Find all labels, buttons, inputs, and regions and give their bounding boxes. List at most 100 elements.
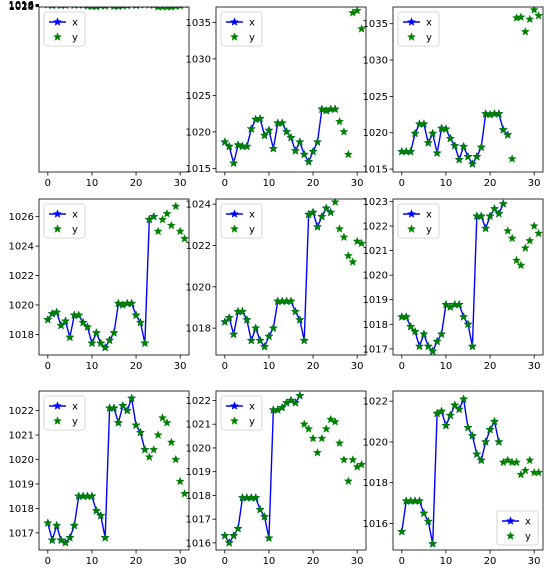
data-point-y bbox=[166, 220, 176, 230]
data-point-y bbox=[326, 414, 336, 424]
data-point-y bbox=[74, 310, 84, 320]
legend: xy bbox=[397, 203, 440, 239]
legend: xy bbox=[220, 11, 263, 47]
series-y bbox=[397, 394, 543, 548]
data-point-y bbox=[423, 138, 433, 147]
data-point-y bbox=[268, 143, 278, 153]
axes-frame bbox=[215, 390, 367, 551]
data-point-y bbox=[348, 257, 358, 266]
x-tick-label: 10 bbox=[86, 178, 99, 189]
data-point-y bbox=[428, 346, 438, 355]
data-point-y bbox=[135, 317, 146, 327]
axes-frame bbox=[215, 6, 367, 173]
data-point-y bbox=[282, 127, 292, 136]
data-point-y bbox=[286, 296, 296, 306]
data-point-y bbox=[67, 7, 73, 9]
y-tick-label: 1018 bbox=[9, 0, 34, 11]
data-point-y bbox=[140, 338, 150, 348]
y-tick-label: 1016 bbox=[363, 519, 388, 530]
data-point-y bbox=[52, 520, 62, 530]
legend: xy bbox=[397, 11, 440, 47]
data-point-y bbox=[290, 306, 300, 316]
data-point-y bbox=[441, 420, 451, 430]
data-point-y bbox=[295, 137, 305, 146]
data-point-y bbox=[47, 535, 57, 545]
legend-box bbox=[220, 203, 263, 239]
y-tick-label: 1018 bbox=[9, 330, 34, 341]
data-point-y bbox=[441, 124, 451, 133]
data-point-y bbox=[299, 419, 309, 429]
data-point-y bbox=[459, 394, 469, 404]
data-point-y bbox=[229, 329, 239, 339]
legend-box bbox=[220, 11, 263, 47]
data-point-y bbox=[525, 14, 535, 24]
data-point-y bbox=[308, 433, 318, 443]
x-tick-label: 30 bbox=[351, 361, 364, 372]
data-point-y bbox=[317, 211, 327, 221]
y-tick-label: 1020 bbox=[9, 455, 34, 466]
legend-label-y: y bbox=[72, 33, 78, 44]
y-tick-label: 1019 bbox=[186, 467, 211, 478]
data-point-y bbox=[476, 211, 486, 221]
data-point-y bbox=[84, 7, 91, 10]
x-tick-label: 0 bbox=[45, 178, 51, 189]
x-tick-label: 0 bbox=[222, 361, 228, 372]
y-tick-label: 1017 bbox=[363, 344, 388, 355]
legend-marker-swatch bbox=[52, 17, 63, 26]
data-point-y bbox=[334, 116, 345, 126]
legend-label-y: y bbox=[249, 417, 255, 428]
x-tick-label: 20 bbox=[307, 361, 320, 372]
data-point-y bbox=[357, 238, 366, 248]
data-point-y bbox=[100, 342, 110, 352]
legend-marker-swatch bbox=[406, 209, 417, 218]
data-point-y bbox=[312, 222, 323, 231]
legend: xy bbox=[43, 395, 86, 431]
y-tick-label: 1020 bbox=[9, 300, 34, 311]
x-tick-label: 10 bbox=[263, 178, 276, 189]
data-point-y bbox=[157, 413, 168, 422]
data-point-y bbox=[498, 199, 508, 208]
data-point-y bbox=[304, 157, 314, 166]
data-point-y bbox=[251, 493, 261, 502]
data-point-y bbox=[175, 226, 185, 236]
data-point-y bbox=[224, 538, 234, 547]
legend-label-y: y bbox=[525, 532, 531, 543]
data-point-y bbox=[153, 430, 163, 439]
legend-label-x: x bbox=[249, 18, 255, 29]
data-point-y bbox=[220, 531, 230, 540]
legend-label-x: x bbox=[249, 210, 255, 221]
data-point-y bbox=[122, 405, 132, 415]
legend-marker-swatch bbox=[52, 401, 63, 410]
y-tick-label: 1024 bbox=[9, 2, 34, 13]
series-line bbox=[91, 7, 98, 8]
y-tick-label: 1020 bbox=[9, 1, 34, 12]
data-point-y bbox=[529, 7, 539, 14]
legend-box bbox=[220, 395, 263, 431]
axes-frame bbox=[38, 198, 190, 356]
data-point-y bbox=[357, 24, 366, 33]
data-point-y bbox=[118, 400, 128, 410]
legend-label-x: x bbox=[72, 402, 78, 413]
data-point-y bbox=[93, 7, 100, 11]
data-point-y bbox=[467, 341, 477, 351]
data-point-y bbox=[109, 403, 119, 412]
data-point-y bbox=[277, 118, 287, 127]
data-point-y bbox=[96, 510, 106, 520]
legend: xy bbox=[220, 203, 263, 239]
data-point-y bbox=[131, 310, 141, 320]
x-tick-label: 10 bbox=[86, 361, 99, 372]
legend-marker-swatch bbox=[505, 516, 516, 525]
data-point-y bbox=[308, 146, 318, 156]
data-point-y bbox=[286, 395, 296, 405]
x-tick-label: 20 bbox=[484, 556, 497, 567]
x-tick-label: 0 bbox=[399, 361, 405, 372]
y-tick-label: 1021 bbox=[363, 246, 388, 257]
x-tick-label: 20 bbox=[130, 361, 143, 372]
axes-frame bbox=[38, 390, 190, 551]
data-point-y bbox=[339, 127, 349, 136]
series-y bbox=[43, 201, 189, 352]
data-point-y bbox=[171, 454, 181, 464]
data-point-y bbox=[534, 467, 543, 477]
data-point-y bbox=[481, 109, 491, 118]
x-tick-label: 30 bbox=[174, 361, 187, 372]
